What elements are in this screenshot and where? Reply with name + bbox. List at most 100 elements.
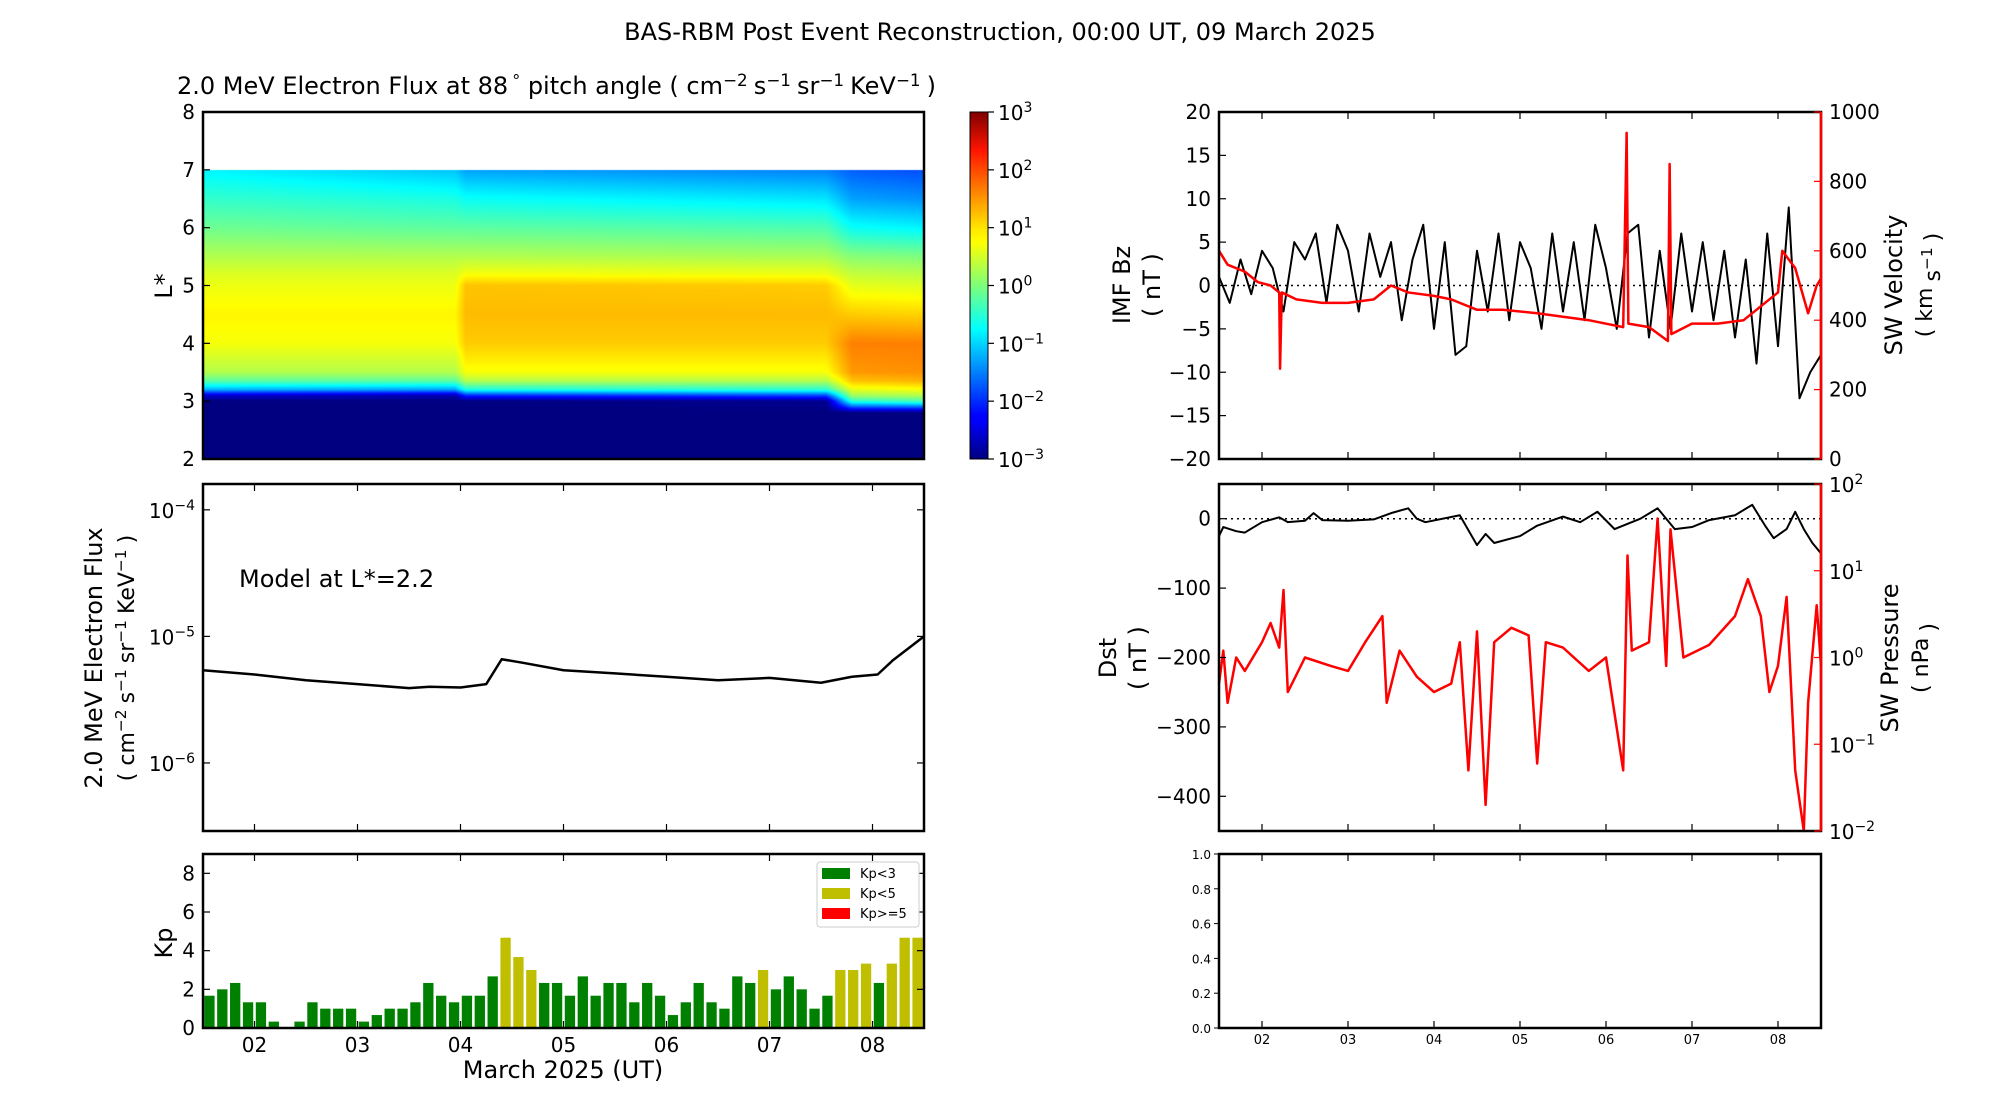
x-tick-label: 03 <box>1340 1033 1357 1048</box>
y-tick-label-exponent: −1 <box>1854 732 1875 748</box>
right-y-axis-label: SW Velocity <box>1880 215 1908 356</box>
legend-swatch <box>822 908 850 919</box>
kp-bar <box>307 1002 318 1028</box>
colorbar-tick-label: 10−1 <box>998 331 1044 356</box>
y-tick-label: 10−1 <box>1829 732 1875 757</box>
unit-exponent: −1 <box>819 70 844 90</box>
y-tick-label: 800 <box>1829 169 1867 193</box>
kp-bar <box>551 982 563 1028</box>
kp-bar <box>757 970 769 1028</box>
kp-bar <box>886 963 897 1028</box>
y-tick-label: −20 <box>1169 447 1211 471</box>
sw-velocity-series <box>1217 131 1823 371</box>
y-tick-label: 102 <box>1829 472 1863 497</box>
paren-open: ( <box>1913 322 1938 338</box>
paren-close: ) <box>1921 233 1946 242</box>
colorbar-tick-label-exponent: −2 <box>1023 389 1044 405</box>
kp-bar <box>860 963 872 1028</box>
colorbar-tick-label: 102 <box>998 158 1032 183</box>
y-tick-label: 0.0 <box>1192 1022 1211 1036</box>
colorbar-tick-label-exponent: −3 <box>1023 447 1044 463</box>
colorbar-gradient <box>969 111 989 460</box>
y-tick-label: 200 <box>1829 378 1867 402</box>
x-tick-label: 08 <box>1770 1033 1787 1048</box>
legend-label: Kp<5 <box>860 887 896 902</box>
x-tick-label: 06 <box>654 1033 679 1057</box>
colorbar-tick-label-base: 10 <box>998 390 1023 414</box>
kp-bar <box>629 1002 640 1028</box>
kp-bar <box>912 937 923 1028</box>
y-tick-label: −5 <box>1182 317 1211 341</box>
kp-bar <box>796 989 807 1028</box>
imf-bz-series <box>1218 206 1822 400</box>
kp-bar <box>423 982 434 1028</box>
y-tick-label-base: 10 <box>149 499 174 523</box>
kp-bar <box>783 976 794 1028</box>
unit-exponent: −2 <box>723 70 748 90</box>
unit-base: KeV <box>850 72 896 100</box>
kp-bar <box>268 1021 279 1028</box>
y-tick-label: 5 <box>182 274 195 298</box>
x-tick-label: 05 <box>1512 1033 1529 1048</box>
unit-base: cm <box>115 732 140 766</box>
paren-close: ) <box>115 535 140 544</box>
kp-bar <box>358 1021 370 1028</box>
unit-exponent: −1 <box>112 620 130 643</box>
y-tick-label: 6 <box>182 216 195 240</box>
unit-exponent: −2 <box>112 709 130 732</box>
y-tick-label: 7 <box>182 158 195 182</box>
kp-bar <box>294 1021 305 1028</box>
y-tick-label: 4 <box>182 331 195 355</box>
y-tick-label: 0.6 <box>1192 918 1211 932</box>
empty-panel: 02 03 04 05 06 07 08 0.0 0.2 0.4 0.6 0.8 1.0 <box>1192 848 1823 1048</box>
y-tick-label: 0.2 <box>1192 987 1211 1001</box>
y-tick-label: 0 <box>182 1016 195 1040</box>
right-y-axis-units: ( nPa) <box>1909 623 1942 693</box>
flux-frame <box>201 482 926 833</box>
kp-bar <box>770 989 782 1028</box>
y-tick-label: −15 <box>1169 404 1211 428</box>
kp-bar <box>436 995 447 1028</box>
colorbar-tick-label-exponent: −1 <box>1023 331 1044 347</box>
colorbar-tick-label-base: 10 <box>998 275 1023 299</box>
colorbar-tick-label-base: 10 <box>998 217 1023 241</box>
x-tick-label: 04 <box>448 1033 473 1057</box>
kp-bar <box>230 982 241 1028</box>
colorbar-tick-label-exponent: 3 <box>1023 100 1032 116</box>
legend-label: Kp>=5 <box>860 907 907 922</box>
y-tick-label: 10 <box>1186 187 1211 211</box>
y-tick-label-base: 10 <box>1829 733 1854 757</box>
kp-bar <box>835 970 846 1028</box>
y-tick-label: 1.0 <box>1192 848 1211 862</box>
kp-bar <box>410 1002 421 1028</box>
kp-bar <box>448 1002 460 1028</box>
y-tick-label: 4 <box>182 939 195 963</box>
x-tick-label: 02 <box>242 1033 267 1057</box>
y-tick-label: 10−6 <box>149 751 195 776</box>
kp-bar <box>654 995 666 1028</box>
kp-bar <box>474 995 485 1028</box>
unit-exponent: −1 <box>896 70 921 90</box>
kp-bar <box>822 995 833 1028</box>
kp-frame <box>201 852 926 1030</box>
unit-base: km <box>1913 288 1938 322</box>
y-tick-label: 3 <box>182 389 195 413</box>
paren-open: ( <box>115 766 140 782</box>
kp-bar <box>371 1015 382 1028</box>
colorbar-tick-label-base: 10 <box>998 101 1023 125</box>
kp-bar <box>242 1002 254 1028</box>
unit-exponent: −1 <box>766 70 791 90</box>
y-tick-label: −400 <box>1156 784 1211 808</box>
left-y-axis-units: ( nT ) <box>1124 626 1152 690</box>
right-y-axis-label: SW Pressure <box>1876 583 1904 732</box>
colorbar-tick-label: 10−2 <box>998 389 1044 414</box>
y-tick-label: 10−4 <box>149 498 195 523</box>
y-tick-label: 5 <box>1198 230 1211 254</box>
y-tick-label: 0 <box>1198 507 1211 531</box>
y-tick-label: 0 <box>1829 447 1842 471</box>
y-tick-label: −300 <box>1156 715 1211 739</box>
y-tick-label-exponent: −4 <box>174 498 195 514</box>
y-tick-label: 10−5 <box>149 624 195 649</box>
